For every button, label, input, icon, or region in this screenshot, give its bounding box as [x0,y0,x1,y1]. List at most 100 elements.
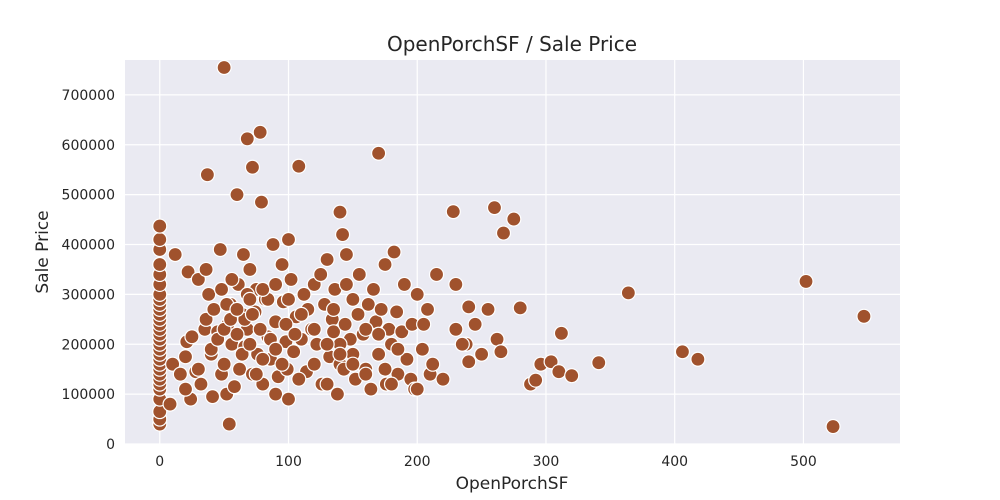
data-point [390,341,406,357]
data-point [193,376,209,392]
data-point [226,379,243,395]
data-point [206,301,222,317]
data-point [428,266,445,283]
data-point [350,306,366,322]
data-point [201,286,217,302]
data-point [152,218,168,234]
data-point [293,306,309,322]
data-point [377,361,393,377]
data-point [216,59,232,76]
data-point [338,246,355,263]
data-point [283,271,299,288]
data-point [244,159,261,175]
data-point [172,366,188,382]
data-point [248,366,264,382]
data-point [448,321,464,337]
data-point [338,276,355,293]
data-point [506,211,522,227]
data-point [242,261,258,278]
data-point [213,281,230,298]
data-point [274,356,290,372]
data-point [242,336,258,352]
data-point [363,381,379,397]
y-axis-label: Sale Price [33,210,53,293]
data-point [280,231,297,248]
data-point [162,396,178,412]
data-point [351,266,367,283]
data-point [180,264,196,280]
data-point [419,301,436,317]
y-tick-label: 600000 [62,138,115,154]
data-point [409,286,425,302]
data-point [551,364,567,380]
data-point [461,299,477,315]
data-point [244,306,261,322]
data-point [512,300,528,316]
data-point [229,326,245,342]
x-tick-label: 0 [155,454,164,470]
data-point [856,308,872,324]
data-point [360,296,376,312]
data-point [291,158,307,174]
y-tick-label: 400000 [62,238,115,254]
data-point [274,256,290,273]
data-point [313,266,329,283]
data-point [253,194,270,210]
data-point [325,301,342,317]
data-point [394,324,410,340]
data-point [365,281,382,298]
y-tick-label: 100000 [62,387,115,403]
data-point [239,131,255,147]
data-point [190,361,206,377]
data-point [358,321,374,337]
data-point [291,371,307,387]
data-point [204,389,221,405]
data-point [306,321,322,337]
data-point [177,349,194,365]
data-point [528,372,544,388]
data-point [319,376,335,392]
data-point [564,368,580,384]
data-point [373,301,389,317]
data-point [167,246,183,263]
data-point [268,386,284,402]
data-point [165,356,181,372]
data-point [325,324,342,340]
data-point [280,291,297,307]
data-point [399,351,415,367]
data-point [409,381,425,397]
x-axis-label: OpenPorchSF [456,474,569,494]
data-point [255,351,271,367]
data-point [190,271,206,288]
data-point [268,276,284,293]
data-point [231,361,248,377]
data-point [445,204,461,220]
data-point [329,386,346,402]
data-point [332,346,348,362]
data-point [177,381,194,397]
data-point [337,316,353,332]
data-point [396,276,412,293]
data-point [184,329,200,345]
data-point [371,326,387,342]
data-point [319,336,335,352]
data-point [280,391,297,407]
data-point [377,256,393,273]
data-point [332,204,348,220]
data-point [334,226,351,243]
data-point [371,346,387,362]
data-point [242,291,258,307]
data-point [389,304,405,320]
data-point [798,273,814,290]
data-point [489,331,505,347]
data-point [216,356,232,372]
data-point [358,366,374,382]
data-point [234,346,250,362]
data-point [690,351,706,367]
y-tick-label: 200000 [62,337,115,353]
x-tick-label: 200 [404,454,431,470]
data-point [435,371,451,387]
data-point [152,231,168,248]
x-axis-ticks: 0 100 200 300 400 500 [155,454,817,470]
data-point [386,244,402,260]
